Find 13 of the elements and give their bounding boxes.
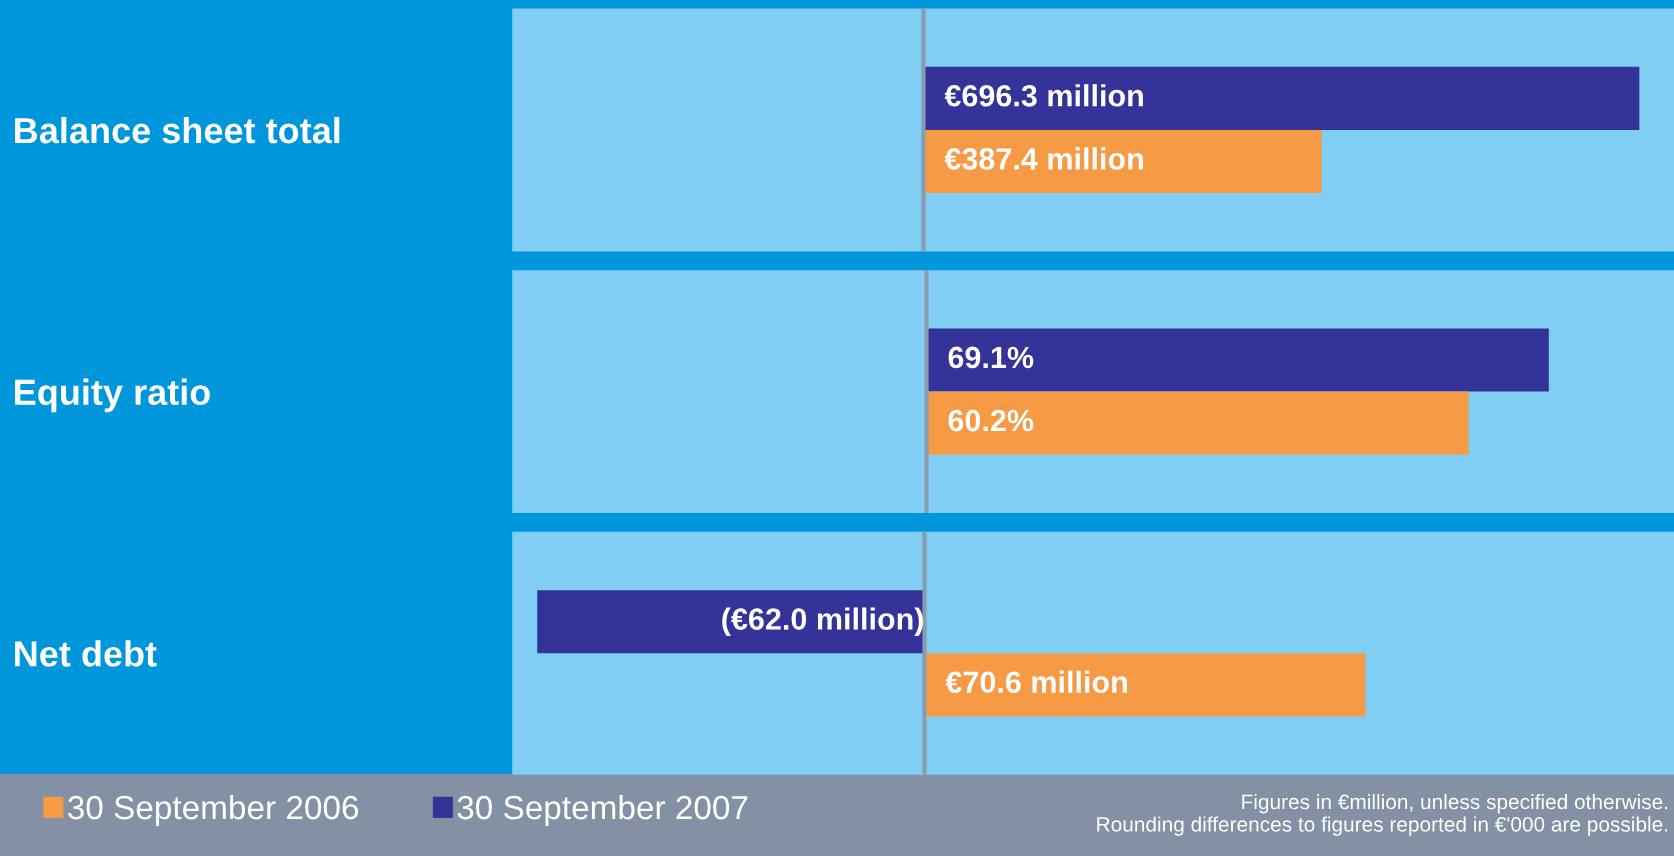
text: Figures in €million, unless specified otherwise. — [1242, 793, 1668, 814]
data-label: €387.4 million — [944, 147, 1143, 170]
data-label: (€62.0 million) — [722, 607, 923, 636]
y-tick-label: Balance sheet total — [15, 116, 340, 144]
data-label: €70.6 million — [945, 670, 1127, 694]
data-label: €696.3 million — [944, 84, 1143, 107]
data-label: 60.2% — [948, 409, 1034, 432]
legend-label: 30 September 2006 — [68, 794, 359, 826]
text: Rounding differences to figures reported in €'000 are possible. — [1097, 816, 1668, 836]
data-label: 69.1% — [948, 346, 1034, 369]
y-tick-label: Equity ratio — [15, 378, 210, 413]
y-tick-label: Net debt — [15, 640, 157, 667]
legend-label: 30 September 2007 — [457, 794, 748, 826]
